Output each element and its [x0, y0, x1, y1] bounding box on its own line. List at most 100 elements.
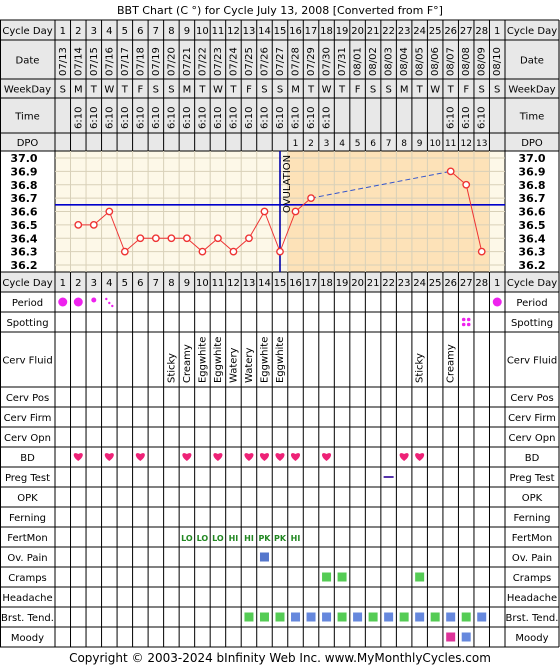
row-background-date — [0, 40, 560, 79]
cycle-day-number: 26 — [444, 278, 457, 289]
row-label-dpo-left: DPO — [17, 138, 39, 149]
temp-point — [151, 234, 160, 243]
weekday-cell: T — [338, 85, 346, 96]
cycle-day-number: 26 — [444, 26, 457, 37]
time-cell: 6:10 — [197, 107, 208, 129]
dpo-cell: 11 — [445, 139, 456, 149]
date-cell: 07/22 — [197, 47, 208, 76]
weekday-cell: S — [385, 85, 391, 96]
date-cell: 07/25 — [244, 47, 255, 76]
row-background-time — [0, 98, 560, 133]
time-cell: 6:10 — [477, 107, 488, 129]
bd-heart-icon — [259, 453, 270, 461]
row-label-fertmon-right: FertMon — [512, 533, 552, 544]
weekday-cell: T — [198, 85, 206, 96]
cycle-day-number: 5 — [122, 278, 128, 289]
temp-point — [307, 194, 315, 203]
row-label-date-right: Date — [520, 56, 544, 67]
row-label-weekday-right: WeekDay — [508, 85, 555, 96]
date-cell: 07/15 — [89, 47, 100, 76]
weekday-cell: S — [494, 85, 500, 96]
row-label-cerv_firm-left: Cerv Firm — [4, 413, 52, 424]
cerv-fluid-entry: Creamy — [446, 344, 457, 383]
temp-point — [74, 220, 83, 229]
breast-tenderness-marker — [399, 612, 409, 622]
breast-tenderness-marker — [415, 612, 425, 622]
weekday-cell: W — [322, 85, 332, 96]
temp-point — [260, 207, 269, 216]
date-cell: 07/18 — [135, 47, 146, 76]
temp-tick-left: 36.7 — [10, 192, 37, 205]
cycle-day-number: 25 — [429, 26, 442, 37]
cycle-day-number: 9 — [184, 26, 190, 37]
cycle-day-number: 11 — [212, 26, 225, 37]
fertmon-entry: PK — [258, 534, 271, 543]
cycle-day-number: 24 — [413, 278, 426, 289]
breast-tenderness-marker — [477, 612, 487, 622]
row-label-preg_test-left: Preg Test — [5, 473, 50, 484]
temp-point — [276, 247, 284, 256]
weekday-cell: T — [416, 85, 424, 96]
dpo-cell: 9 — [417, 139, 423, 149]
row-label-cycle_day-right: Cycle Day — [507, 26, 557, 37]
cycle-day-number: 22 — [382, 26, 395, 37]
time-cell: 6:10 — [182, 107, 193, 129]
grid-layer — [0, 19, 560, 648]
weekday-cell: F — [355, 85, 361, 96]
cerv-fluid-entry: Eggwhite — [213, 337, 224, 383]
cycle-day-number: 20 — [351, 26, 364, 37]
temp-right-scale-bg — [505, 151, 559, 272]
time-cell: 6:10 — [151, 107, 162, 129]
temp-point — [182, 234, 191, 243]
cycle-day-number: 1 — [494, 278, 500, 289]
breast-tenderness-marker — [322, 612, 332, 622]
temp-tick-right: 37.0 — [518, 152, 545, 165]
breast-tenderness-marker — [353, 612, 363, 622]
row-label-cerv_fluid-left: Cerv Fluid — [2, 356, 52, 367]
breast-tenderness-marker — [275, 612, 285, 622]
dpo-cell: 8 — [401, 139, 407, 149]
fertmon-entry: HI — [291, 534, 301, 543]
row-label-period-left: Period — [12, 298, 43, 309]
row-background-cycle_day — [0, 20, 560, 40]
cerv-fluid-entry: Eggwhite — [197, 337, 208, 383]
time-cell: 6:10 — [244, 107, 255, 129]
cycle-day-number: 2 — [75, 278, 81, 289]
row-label-bd-left: BD — [20, 453, 35, 464]
cycle-day-number: 22 — [382, 278, 395, 289]
weekday-cell: M — [400, 85, 409, 96]
row-label-cerv_pos-left: Cerv Pos — [6, 393, 49, 404]
weekday-cell: S — [479, 85, 485, 96]
cycle-day-number: 6 — [137, 278, 143, 289]
temp-tick-left: 36.5 — [10, 219, 37, 232]
row-label-cerv_fluid-right: Cerv Fluid — [507, 356, 557, 367]
time-cell: 6:10 — [135, 107, 146, 129]
temp-point — [214, 234, 222, 243]
bd-heart-icon — [415, 453, 425, 461]
row-label-weekday-left: WeekDay — [4, 85, 51, 96]
time-cell: 6:10 — [89, 107, 100, 129]
breast-tenderness-marker — [368, 612, 378, 622]
cycle-day-number: 24 — [413, 26, 426, 37]
moody-marker — [461, 632, 471, 642]
fertmon-entry: HI — [229, 534, 239, 543]
ovulation-label: OVULATION — [282, 155, 293, 213]
date-cell: 08/10 — [492, 47, 503, 76]
temp-tick-right: 36.2 — [518, 259, 545, 272]
row-label-bd-right: BD — [525, 453, 540, 464]
spotting-marker — [466, 317, 471, 322]
cerv-fluid-entry: Sticky — [415, 353, 426, 383]
dpo-cell: 13 — [476, 139, 487, 149]
weekday-cell: W — [104, 85, 114, 96]
weekday-cell: M — [183, 85, 192, 96]
row-label-moody-right: Moody — [515, 633, 548, 644]
period-spot-marker — [105, 297, 108, 301]
weekday-cell: S — [277, 85, 283, 96]
temp-tick-left: 36.4 — [10, 232, 37, 245]
spotting-marker — [461, 317, 466, 322]
date-cell: 08/08 — [461, 47, 472, 76]
temp-tick-right: 36.8 — [518, 179, 545, 192]
date-cell: 07/27 — [275, 47, 286, 76]
fertmon-entry: LO — [212, 534, 224, 543]
fertmon-entry: PK — [274, 534, 287, 543]
